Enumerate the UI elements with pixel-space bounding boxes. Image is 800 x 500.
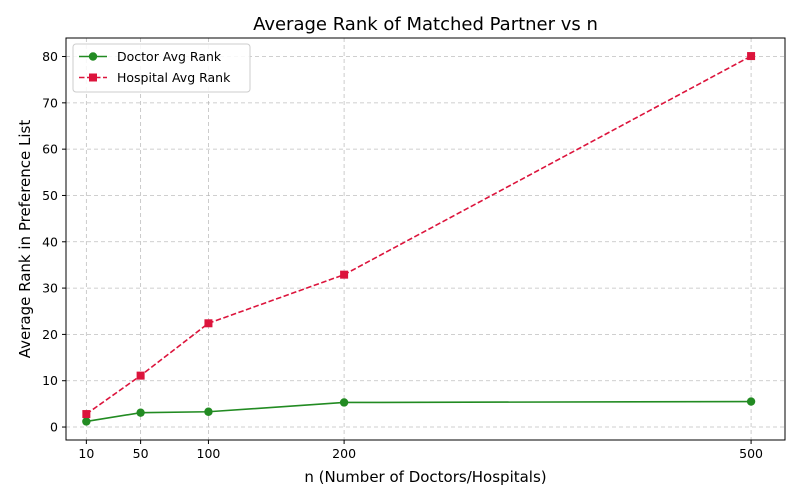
axis-ticks: 10 50 100 200 500 0 10 20 30 40 50 60 70 80 <box>42 49 763 461</box>
legend-marker-hospital <box>89 73 97 82</box>
plot-frame <box>65 37 786 441</box>
y-axis-title: Average Rank in Preference List <box>16 120 34 359</box>
doctor-data-point <box>746 397 756 406</box>
doctor-data-point <box>204 407 213 416</box>
hospital-data-point <box>747 52 756 61</box>
grid <box>66 38 785 440</box>
y-tick-label: 30 <box>42 281 58 296</box>
x-axis-title: n (Number of Doctors/Hospitals) <box>304 468 546 486</box>
legend-marker-doctor <box>88 52 98 61</box>
y-tick-label: 50 <box>42 188 58 203</box>
x-tick-label: 10 <box>78 446 94 461</box>
y-tick-label: 70 <box>42 95 58 110</box>
y-tick-label: 60 <box>42 142 58 157</box>
y-tick-label: 40 <box>42 234 58 249</box>
doctor-data-point <box>339 398 349 407</box>
hospital-data-point <box>136 371 145 380</box>
hospital-series-line <box>85 55 752 415</box>
legend: Doctor Avg Rank Hospital Avg Rank <box>72 43 251 93</box>
x-tick-label: 50 <box>133 446 149 461</box>
x-tick-label: 100 <box>197 446 221 461</box>
y-tick-label: 80 <box>42 49 58 64</box>
chart-title: Average Rank of Matched Partner vs n <box>253 14 598 35</box>
hospital-data-point <box>82 410 91 419</box>
doctor-data-point <box>82 417 91 426</box>
legend-box <box>72 43 251 93</box>
y-tick-label: 20 <box>42 327 58 342</box>
doctor-series-line <box>86 400 752 423</box>
legend-label-doctor: Doctor Avg Rank <box>117 49 222 64</box>
x-tick-label: 200 <box>332 446 356 461</box>
x-tick-label: 500 <box>739 446 763 461</box>
y-tick-label: 0 <box>50 420 58 435</box>
legend-label-hospital: Hospital Avg Rank <box>117 70 231 85</box>
series <box>82 52 756 426</box>
y-tick-label: 10 <box>42 373 58 388</box>
doctor-data-point <box>136 408 145 417</box>
hospital-data-point <box>340 270 349 279</box>
hospital-data-point <box>204 319 213 328</box>
